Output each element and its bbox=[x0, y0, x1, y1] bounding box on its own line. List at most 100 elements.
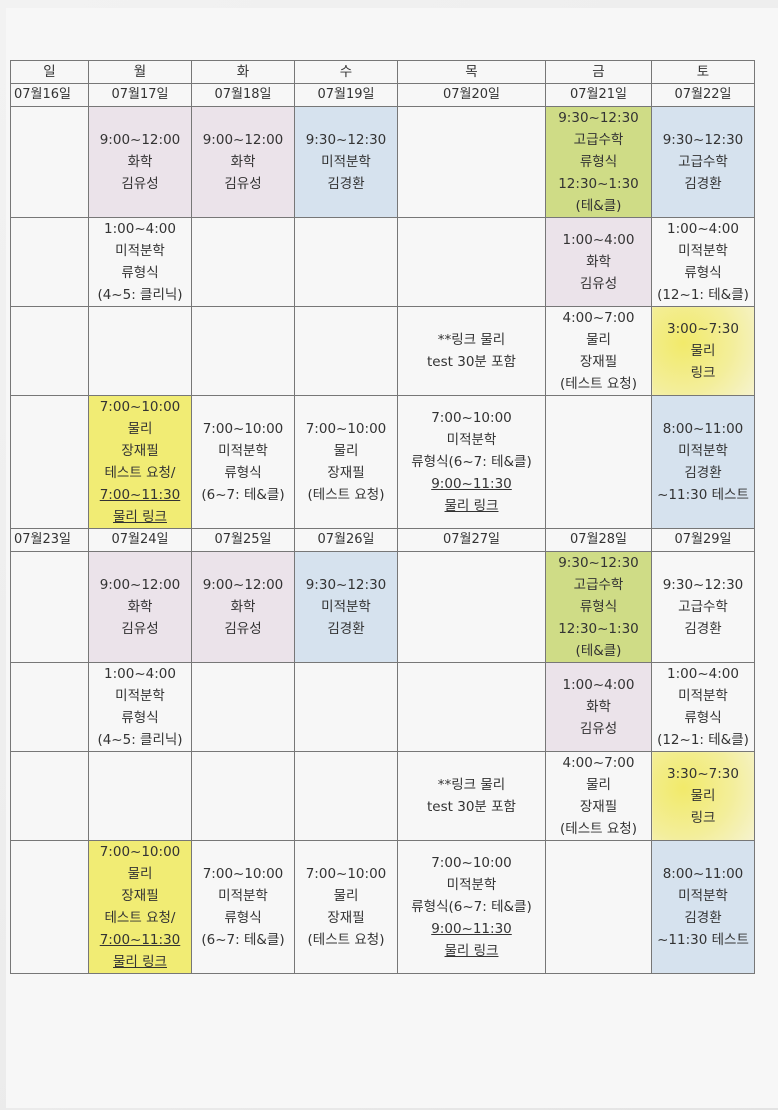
class-cell-line: 김경환 bbox=[684, 465, 722, 481]
class-cell-line: 미적분학 bbox=[446, 432, 497, 448]
class-cell bbox=[294, 751, 398, 841]
class-cell bbox=[397, 551, 546, 663]
class-cell: 7:00~10:00 물리 장재필 테스트 요청/7:00~11:30 물리 링크 bbox=[88, 840, 192, 974]
date-row: 07월23일 07월24일 07월25일 07월26일 07월27일 07월28일 07월2… bbox=[10, 528, 755, 552]
class-cell: 3:30~7:30 물리 링크 bbox=[651, 751, 755, 841]
class-cell-line: 김유성 bbox=[579, 276, 618, 292]
weekday-header-row: 일 월 화 수 목 금 토 bbox=[10, 60, 755, 84]
class-cell bbox=[10, 217, 89, 307]
class-cell-line: 류형식 bbox=[224, 910, 262, 926]
class-cell-line: 물리 링크 bbox=[113, 509, 167, 525]
class-cell-line: 고급수학 bbox=[678, 154, 728, 170]
class-cell bbox=[88, 751, 192, 841]
class-cell-line: 장재필 bbox=[121, 443, 159, 459]
class-cell-line: 류형식 bbox=[121, 710, 159, 726]
class-cell-line: 12:30~1:30 bbox=[558, 621, 639, 637]
class-cell: 7:00~10:00 물리 장재필 (테스트 요청) bbox=[294, 840, 398, 974]
class-cell-line: 9:30~12:30 bbox=[662, 132, 744, 148]
class-cell: 9:00~12:00 화학 김유성 bbox=[88, 106, 192, 218]
class-cell-line: 7:00~10:00 bbox=[305, 421, 387, 437]
class-cell-line: 4:00~7:00 bbox=[562, 755, 635, 771]
class-cell: 8:00~11:00 미적분학 김경환 ~11:30 테스트 bbox=[651, 840, 755, 974]
time-slot-row: **링크 물리 test 30분 포함 4:00~7:00 물리 장재필 (테스트 요청)… bbox=[10, 751, 755, 841]
class-cell-line: 7:00~11:30 bbox=[99, 932, 181, 948]
class-cell bbox=[191, 306, 295, 396]
class-cell bbox=[191, 217, 295, 307]
class-cell-line: 물리 bbox=[690, 788, 716, 804]
class-cell-line: (12~1: 테&클) bbox=[657, 732, 749, 748]
class-cell-line: (6~7: 테&클) bbox=[201, 932, 285, 948]
date-cell: 07월25일 bbox=[191, 528, 295, 552]
class-cell-line: **링크 물리 bbox=[437, 332, 506, 348]
time-slot-row: 7:00~10:00 물리 장재필 테스트 요청/7:00~11:30 물리 링크 7:0… bbox=[10, 840, 755, 974]
class-cell-line: 9:30~12:30 bbox=[558, 555, 639, 571]
class-cell bbox=[10, 751, 89, 841]
time-slot-row: 1:00~4:00 미적분학 류형식 (4~5: 클리닉) 1:00~4:00 화학 김유성… bbox=[10, 217, 755, 307]
class-cell bbox=[294, 217, 398, 307]
class-cell-line: 류형식 bbox=[684, 710, 722, 726]
class-cell-line: (테스트 요청) bbox=[560, 376, 637, 392]
class-cell-line: 9:30~12:30 bbox=[305, 577, 387, 593]
date-cell: 07월16일 bbox=[10, 83, 89, 107]
class-cell bbox=[10, 395, 89, 529]
class-cell-line: 1:00~4:00 bbox=[667, 666, 739, 682]
class-cell-line: 7:00~10:00 bbox=[431, 410, 512, 426]
class-cell-line: 7:00~10:00 bbox=[202, 866, 284, 882]
class-cell-line: 화학 bbox=[230, 599, 256, 615]
date-cell: 07월17일 bbox=[88, 83, 192, 107]
class-cell-line: 류형식(6~7: 테&클) bbox=[411, 899, 532, 915]
class-cell-line: 미적분학 bbox=[678, 688, 728, 704]
class-cell-line: 장재필 bbox=[121, 888, 159, 904]
class-cell: 1:00~4:00 미적분학 류형식 (12~1: 테&클) bbox=[651, 217, 755, 307]
weekday-header: 일 bbox=[10, 60, 89, 84]
weekly-schedule-table: 일 월 화 수 목 금 토 07월16일 07월17일 07월18일 07월19일 07… bbox=[10, 60, 755, 974]
class-cell-line: 장재필 bbox=[327, 910, 365, 926]
class-cell-line: 링크 bbox=[690, 810, 716, 826]
class-cell-line: 테스트 요청/ bbox=[104, 465, 176, 481]
date-cell: 07월21일 bbox=[545, 83, 652, 107]
class-cell-line: 류형식 bbox=[684, 265, 722, 281]
class-cell bbox=[545, 840, 652, 974]
class-cell-line: 7:00~10:00 bbox=[99, 844, 181, 860]
class-cell bbox=[397, 217, 546, 307]
class-cell-line: 김경환 bbox=[327, 176, 365, 192]
class-cell-line: 류형식 bbox=[579, 154, 618, 170]
class-cell bbox=[294, 306, 398, 396]
class-cell: 9:00~12:00 화학 김유성 bbox=[191, 106, 295, 218]
class-cell bbox=[191, 662, 295, 752]
class-cell: 1:00~4:00 미적분학 류형식 (4~5: 클리닉) bbox=[88, 217, 192, 307]
class-cell: **링크 물리 test 30분 포함 bbox=[397, 751, 546, 841]
class-cell-line: 7:00~10:00 bbox=[431, 855, 512, 871]
class-cell-line: 물리 bbox=[127, 866, 153, 882]
class-cell: 8:00~11:00 미적분학 김경환 ~11:30 테스트 bbox=[651, 395, 755, 529]
class-cell-line: 류형식 bbox=[224, 465, 262, 481]
class-cell-line: **링크 물리 bbox=[437, 777, 506, 793]
class-cell bbox=[397, 106, 546, 218]
class-cell-line: 7:00~10:00 bbox=[305, 866, 387, 882]
class-cell: 7:00~10:00 미적분학 류형식 (6~7: 테&클) bbox=[191, 840, 295, 974]
class-cell-line: 9:30~12:30 bbox=[558, 110, 639, 126]
class-cell-line: 물리 bbox=[333, 888, 359, 904]
class-cell-line: 미적분학 bbox=[115, 688, 165, 704]
date-cell: 07월24일 bbox=[88, 528, 192, 552]
class-cell-line: 미적분학 bbox=[678, 243, 728, 259]
class-cell-line: 물리 링크 bbox=[444, 498, 499, 514]
class-cell-line: 미적분학 bbox=[115, 243, 165, 259]
class-cell-line: (4~5: 클리닉) bbox=[97, 287, 183, 303]
weekday-header: 화 bbox=[191, 60, 295, 84]
class-cell-line: (4~5: 클리닉) bbox=[97, 732, 183, 748]
class-cell-line: 김유성 bbox=[224, 621, 262, 637]
time-slot-row: **링크 물리 test 30분 포함 4:00~7:00 물리 장재필 (테스트 요청)… bbox=[10, 306, 755, 396]
weekday-header: 월 bbox=[88, 60, 192, 84]
class-cell bbox=[294, 662, 398, 752]
class-cell-line: 장재필 bbox=[579, 799, 618, 815]
class-cell: 9:30~12:30 고급수학 김경환 bbox=[651, 551, 755, 663]
class-cell: 3:00~7:30 물리 링크 bbox=[651, 306, 755, 396]
class-cell-line: 3:00~7:30 bbox=[667, 321, 739, 337]
class-cell bbox=[10, 551, 89, 663]
class-cell-line: 물리 bbox=[127, 421, 153, 437]
class-cell: 7:00~10:00 미적분학 류형식(6~7: 테&클) 9:00~11:30 물리 … bbox=[397, 840, 546, 974]
time-slot-row: 1:00~4:00 미적분학 류형식 (4~5: 클리닉) 1:00~4:00 화학 김유성… bbox=[10, 662, 755, 752]
class-cell-line: 9:00~12:00 bbox=[202, 132, 284, 148]
class-cell-line: 1:00~4:00 bbox=[104, 221, 176, 237]
